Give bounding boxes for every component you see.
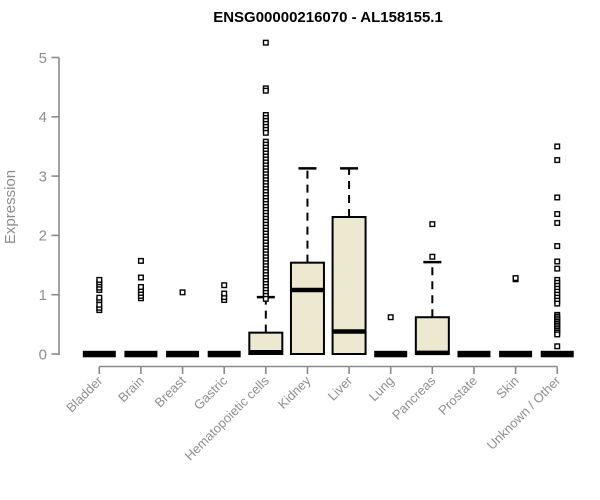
y-tick-label: 4 xyxy=(39,109,47,126)
outlier-point-unknown-other xyxy=(554,300,561,307)
outlier-point-pancreas xyxy=(429,221,436,228)
x-tick-label: Liver xyxy=(325,373,356,404)
outlier-point-hematopoietic-cells xyxy=(262,295,269,302)
outlier-point-unknown-other xyxy=(554,211,561,218)
y-tick-label: 1 xyxy=(39,287,47,304)
outlier-point-gastric xyxy=(221,282,228,289)
outlier-point-hematopoietic-cells xyxy=(262,87,269,94)
zero-box-skin xyxy=(499,350,533,358)
x-tick-label: Skin xyxy=(493,373,521,401)
x-tick-label: Prostate xyxy=(435,373,480,418)
x-tick-label: Breast xyxy=(152,373,189,410)
outlier-point-bladder xyxy=(96,294,103,301)
outlier-point-brain xyxy=(137,257,144,264)
outlier-point-unknown-other xyxy=(554,258,561,265)
y-tick-label: 5 xyxy=(39,50,47,67)
outlier-point-breast xyxy=(179,289,186,296)
zero-box-prostate xyxy=(457,350,491,358)
box-kidney xyxy=(289,261,325,356)
x-tick-label: Kidney xyxy=(275,373,314,412)
outlier-point-unknown-other xyxy=(554,343,561,350)
x-tick-label: Pancreas xyxy=(389,373,439,423)
zero-box-unknown-other xyxy=(540,350,574,358)
outlier-point-unknown-other xyxy=(554,331,561,338)
outlier-point-unknown-other xyxy=(554,143,561,150)
chart-title: ENSG00000216070 - AL158155.1 xyxy=(213,9,443,26)
outlier-point-unknown-other xyxy=(554,157,561,164)
outlier-point-unknown-other xyxy=(554,219,561,226)
zero-box-gastric xyxy=(207,350,241,358)
zero-box-bladder xyxy=(82,350,116,358)
outlier-point-gastric xyxy=(221,290,228,297)
outlier-point-hematopoietic-cells xyxy=(262,129,269,136)
x-tick-label: Unknown / Other xyxy=(484,373,564,453)
y-tick-label: 2 xyxy=(39,228,47,245)
zero-box-breast xyxy=(166,350,200,358)
x-tick-label: Brain xyxy=(115,373,147,405)
y-tick-label: 3 xyxy=(39,168,47,185)
x-tick-label: Gastric xyxy=(191,373,231,413)
outlier-point-hematopoietic-cells xyxy=(262,39,269,46)
x-tick-label: Lung xyxy=(366,373,397,404)
outlier-point-bladder xyxy=(96,301,103,308)
outlier-point-lung xyxy=(387,314,394,321)
outlier-point-unknown-other xyxy=(554,243,561,250)
outlier-point-brain xyxy=(137,283,144,290)
outlier-point-bladder xyxy=(96,276,103,283)
outlier-point-pancreas xyxy=(429,253,436,260)
y-axis-title: Expression xyxy=(2,170,19,244)
x-tick-label: Bladder xyxy=(63,373,106,416)
zero-box-brain xyxy=(124,350,158,358)
box-pancreas xyxy=(414,316,450,356)
outlier-point-unknown-other xyxy=(554,265,561,272)
outlier-point-unknown-other xyxy=(554,194,561,201)
outlier-point-skin xyxy=(512,275,519,282)
outlier-point-brain xyxy=(137,274,144,281)
y-tick-label: 0 xyxy=(39,346,47,363)
zero-box-lung xyxy=(374,350,408,358)
